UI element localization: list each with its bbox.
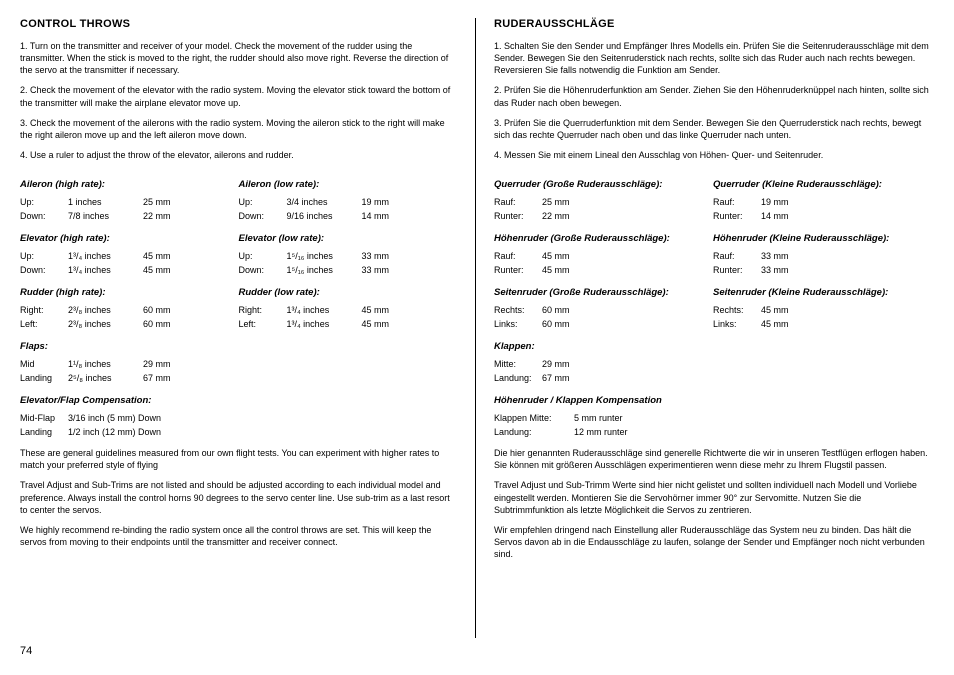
rudder-high-title: Rudder (high rate):	[20, 287, 239, 298]
right-title: RUDERAUSSCHLÄGE	[494, 18, 932, 30]
hoehenruder-section: Höhenruder (Große Ruderausschläge): Rauf…	[494, 223, 932, 277]
left-note-2: Travel Adjust and Sub-Trims are not list…	[20, 479, 457, 515]
seitenruder-section: Seitenruder (Große Ruderausschläge): Rec…	[494, 277, 932, 331]
qr-klein-title: Querruder (Kleine Ruderausschläge):	[713, 179, 932, 190]
left-step-4: 4. Use a ruler to adjust the throw of th…	[20, 149, 457, 161]
left-title: CONTROL THROWS	[20, 18, 457, 30]
klappen-title: Klappen:	[494, 341, 932, 352]
elevator-section: Elevator (high rate): Up:1³/₄ inches45 m…	[20, 223, 457, 277]
left-step-2: 2. Check the movement of the elevator wi…	[20, 84, 457, 108]
elevator-low-title: Elevator (low rate):	[239, 233, 458, 244]
left-column: CONTROL THROWS 1. Turn on the transmitte…	[20, 18, 476, 638]
right-step-4: 4. Messen Sie mit einem Lineal den Aussc…	[494, 149, 932, 161]
left-step-1: 1. Turn on the transmitter and receiver …	[20, 40, 457, 76]
aileron-low-title: Aileron (low rate):	[239, 179, 458, 190]
rudder-section: Rudder (high rate): Right:2³/₈ inches60 …	[20, 277, 457, 331]
sr-gross-title: Seitenruder (Große Ruderausschläge):	[494, 287, 713, 298]
aileron-high-title: Aileron (high rate):	[20, 179, 239, 190]
right-column: RUDERAUSSCHLÄGE 1. Schalten Sie den Send…	[476, 18, 932, 638]
hr-gross-title: Höhenruder (Große Ruderausschläge):	[494, 233, 713, 244]
right-note-1: Die hier genannten Ruderausschläge sind …	[494, 447, 932, 471]
left-note-3: We highly recommend re-binding the radio…	[20, 524, 457, 548]
right-step-2: 2. Prüfen Sie die Höhenruderfunktion am …	[494, 84, 932, 108]
hr-klein-title: Höhenruder (Kleine Ruderausschläge):	[713, 233, 932, 244]
page-number: 74	[20, 645, 32, 657]
querruder-section: Querruder (Große Ruderausschläge): Rauf:…	[494, 169, 932, 223]
sr-klein-title: Seitenruder (Kleine Ruderausschläge):	[713, 287, 932, 298]
left-note-1: These are general guidelines measured fr…	[20, 447, 457, 471]
comp-title: Elevator/Flap Compensation:	[20, 395, 457, 406]
qr-gross-title: Querruder (Große Ruderausschläge):	[494, 179, 713, 190]
aileron-section: Aileron (high rate): Up:1 inches25 mm Do…	[20, 169, 457, 223]
right-note-3: Wir empfehlen dringend nach Einstellung …	[494, 524, 932, 560]
left-step-3: 3. Check the movement of the ailerons wi…	[20, 117, 457, 141]
komp-title: Höhenruder / Klappen Kompensation	[494, 395, 932, 406]
rudder-low-title: Rudder (low rate):	[239, 287, 458, 298]
right-note-2: Travel Adjust und Sub-Trimm Werte sind h…	[494, 479, 932, 515]
right-step-1: 1. Schalten Sie den Sender und Empfänger…	[494, 40, 932, 76]
flaps-title: Flaps:	[20, 341, 457, 352]
right-step-3: 3. Prüfen Sie die Querruderfunktion mit …	[494, 117, 932, 141]
elevator-high-title: Elevator (high rate):	[20, 233, 239, 244]
page-content: CONTROL THROWS 1. Turn on the transmitte…	[20, 18, 934, 638]
